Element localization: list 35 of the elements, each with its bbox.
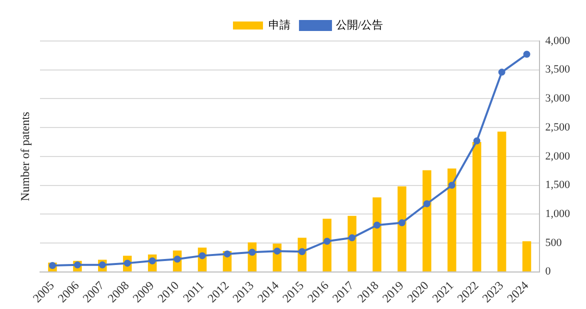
legend-label: 公開/公告 [336,18,384,32]
y-tick-label: 4,000 [545,34,570,47]
bar [522,241,532,272]
y-tick-label: 500 [545,236,562,249]
y-tick-label: 0 [545,266,552,278]
y-axis-title: Number of patents [18,111,32,202]
point [448,182,456,189]
y-tick-label: 3,000 [545,92,570,105]
bar [372,197,382,272]
y-tick-label: 2,000 [545,150,570,162]
bar [448,168,456,272]
bar [322,218,332,272]
point [373,222,380,229]
y-tick-label: 2,500 [545,121,570,134]
point [324,238,331,245]
bar [422,170,432,272]
point [398,219,406,226]
y-tick-label: 1,000 [545,208,570,220]
bar [497,132,506,272]
point [498,68,506,76]
y-tick-label: 3,500 [545,64,570,76]
legend-label: 申請 [268,18,290,32]
point [473,137,480,144]
point [423,200,430,208]
y-tick-label: 1,500 [545,179,570,192]
bar [472,142,482,272]
point [274,248,281,255]
bar [398,186,406,272]
point [298,248,306,256]
point [224,250,231,258]
point [48,262,56,269]
point [348,234,356,242]
point [248,248,256,256]
point [523,50,530,58]
bar [348,216,356,272]
